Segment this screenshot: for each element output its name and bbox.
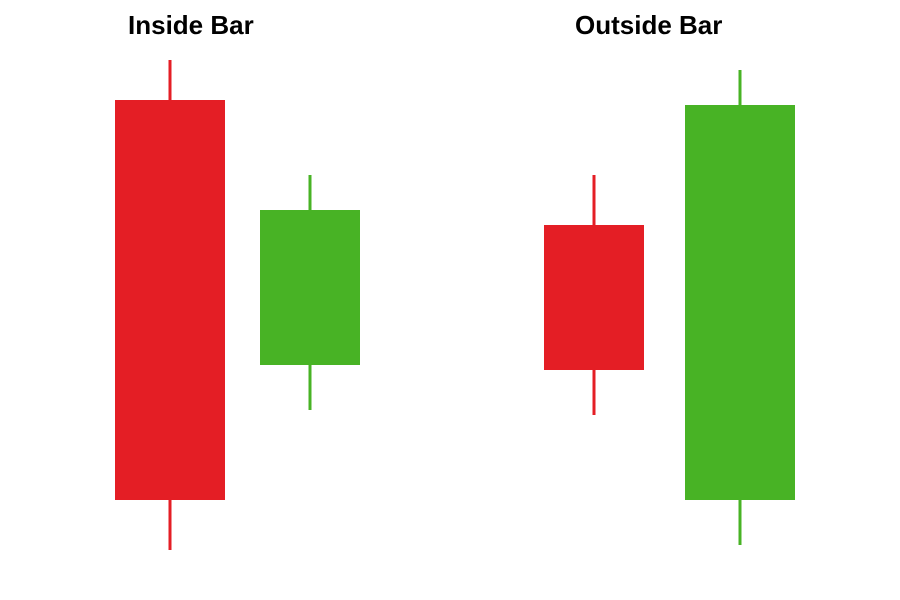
- outside-bar-title: Outside Bar: [575, 10, 722, 41]
- candle-body: [544, 225, 644, 370]
- upper-wick: [593, 175, 596, 225]
- lower-wick: [739, 500, 742, 545]
- candlestick-diagram: Inside Bar Outside Bar: [0, 0, 900, 600]
- inside-bar-title: Inside Bar: [128, 10, 254, 41]
- upper-wick: [309, 175, 312, 210]
- upper-wick: [739, 70, 742, 105]
- candle-body: [685, 105, 795, 500]
- upper-wick: [169, 60, 172, 100]
- candle-body: [260, 210, 360, 365]
- lower-wick: [309, 365, 312, 410]
- lower-wick: [593, 370, 596, 415]
- candle-body: [115, 100, 225, 500]
- lower-wick: [169, 500, 172, 550]
